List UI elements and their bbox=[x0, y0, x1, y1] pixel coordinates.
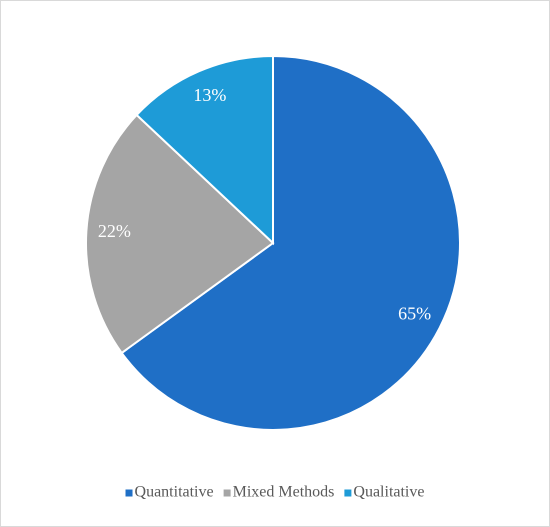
data-label: 13% bbox=[193, 85, 226, 105]
legend-label: Mixed Methods bbox=[233, 484, 335, 501]
pie-slice bbox=[85, 113, 275, 355]
data-label: 65% bbox=[398, 303, 431, 323]
pie-slice bbox=[120, 54, 461, 431]
data-label: 22% bbox=[98, 221, 131, 241]
legend-label: Qualitative bbox=[353, 484, 424, 501]
pie-slice bbox=[135, 54, 274, 246]
legend-marker bbox=[125, 489, 133, 497]
legend-marker bbox=[223, 489, 231, 497]
legend-label: Quantitative bbox=[135, 484, 214, 501]
legend-marker bbox=[344, 489, 352, 497]
